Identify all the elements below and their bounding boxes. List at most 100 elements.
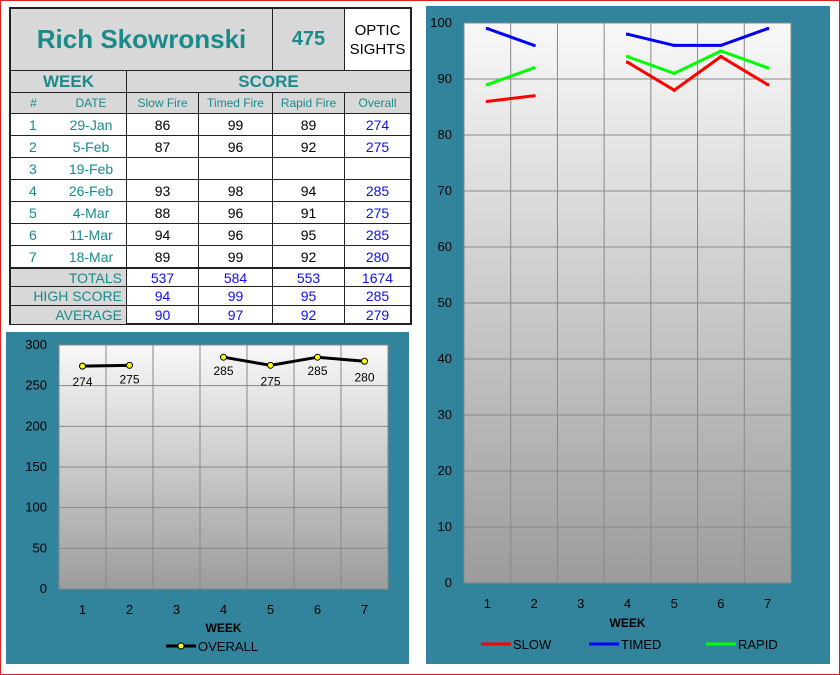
series-line-timed — [627, 27, 769, 47]
x-tick-label: 5 — [267, 602, 274, 617]
summary-overall: 1674 — [361, 269, 394, 286]
row-date: 29-Jan — [56, 114, 127, 135]
y-tick-label: 50 — [33, 540, 47, 555]
data-point — [220, 353, 227, 361]
data-point — [719, 49, 723, 53]
summary-row: HIGH SCORE 94 99 95 285 — [11, 287, 410, 306]
data-point — [719, 43, 723, 47]
table-row: 5 4-Mar 88 96 91 275 — [11, 202, 410, 224]
data-point — [766, 66, 770, 70]
row-timed: 98 — [199, 180, 273, 201]
data-label: 285 — [307, 364, 327, 378]
data-point — [719, 55, 723, 59]
x-tick-label: 7 — [361, 602, 368, 617]
col-header-slow: Slow Fire — [127, 93, 199, 113]
row-timed: 99 — [199, 114, 273, 135]
col-header-timed: Timed Fire — [199, 93, 273, 113]
row-timed: 99 — [199, 246, 273, 267]
row-date: 4-Mar — [56, 202, 127, 223]
row-overall: 285 — [365, 226, 390, 243]
data-point — [532, 94, 536, 98]
data-point — [485, 27, 489, 31]
week-header: WEEK — [11, 71, 127, 92]
data-point — [361, 357, 368, 365]
data-point — [532, 43, 536, 47]
legend-label-slow: SLOW — [513, 637, 552, 652]
y-tick-label: 90 — [438, 71, 452, 86]
x-tick-label: 2 — [126, 602, 133, 617]
table-row: 7 18-Mar 89 99 92 280 — [11, 246, 410, 268]
row-timed — [199, 158, 273, 179]
row-rapid: 95 — [273, 224, 345, 245]
row-date: 5-Feb — [56, 136, 127, 157]
summary-timed: 97 — [199, 306, 273, 324]
stage-chart-panel: 0 10 20 30 40 50 60 70 80 90 100 1 2 3 4 5 6 7 WEEK SLOW TIM… — [426, 6, 830, 664]
x-tick-label: 4 — [220, 602, 227, 617]
data-label: 275 — [260, 374, 280, 388]
summary-rapid: 92 — [273, 306, 345, 324]
title-row: Rich Skowronski 475 OPTIC SIGHTS — [11, 9, 410, 71]
legend-label-overall: OVERALL — [198, 639, 258, 654]
row-overall — [345, 158, 410, 179]
x-tick-label: 1 — [79, 602, 86, 617]
summary-overall: 285 — [365, 288, 390, 304]
series-line-slow — [487, 94, 535, 103]
x-tick-label: 1 — [484, 596, 491, 611]
row-date: 19-Feb — [56, 158, 127, 179]
row-rapid: 89 — [273, 114, 345, 135]
legend-label-rapid: RAPID — [738, 637, 778, 652]
data-point — [126, 361, 133, 369]
series-line-slow — [626, 54, 769, 92]
shooter-number: 475 — [273, 9, 345, 70]
row-num: 1 — [29, 116, 37, 133]
data-label: 280 — [354, 370, 374, 384]
x-tick-label: 3 — [173, 602, 180, 617]
series-line-timed — [486, 27, 535, 47]
overall-chart: 0 50 100 150 200 250 300 1 2 3 4 5 6 7 WEEK 274 275 285 27… — [25, 337, 389, 654]
row-overall: 275 — [365, 138, 390, 155]
sights-line-1: OPTIC — [354, 21, 401, 39]
summary-row: AVERAGE 90 97 92 279 — [11, 306, 410, 325]
data-label: 285 — [213, 364, 233, 378]
y-tick-label: 20 — [438, 463, 452, 478]
row-num: 5 — [29, 204, 37, 221]
x-tick-label: 7 — [764, 596, 771, 611]
row-overall: 285 — [365, 182, 390, 199]
data-point — [626, 60, 629, 64]
y-tick-label: 10 — [438, 519, 452, 534]
row-slow: 86 — [127, 114, 199, 135]
col-header-rapid: Rapid Fire — [273, 93, 345, 113]
data-point — [79, 362, 86, 370]
data-point — [267, 361, 274, 369]
row-date: 26-Feb — [56, 180, 127, 201]
y-tick-label: 100 — [430, 15, 452, 30]
row-rapid: 92 — [273, 136, 345, 157]
summary-rapid: 95 — [273, 287, 345, 305]
row-num: 2 — [29, 138, 37, 155]
x-tick-label: 2 — [530, 596, 537, 611]
y-tick-label: 200 — [25, 418, 47, 433]
x-tick-label: 6 — [717, 596, 724, 611]
y-tick-label: 60 — [438, 239, 452, 254]
row-overall: 275 — [365, 204, 390, 221]
row-rapid: 92 — [273, 246, 345, 267]
y-tick-label: 70 — [438, 183, 452, 198]
summary-slow: 537 — [127, 269, 199, 286]
row-num: 7 — [29, 248, 37, 265]
stage-chart: 0 10 20 30 40 50 60 70 80 90 100 1 2 3 4 5 6 7 WEEK SLOW TIM… — [430, 15, 792, 652]
y-tick-label: 40 — [438, 351, 452, 366]
series-line-rapid — [486, 66, 535, 87]
data-label: 275 — [119, 372, 139, 386]
score-table: Rich Skowronski 475 OPTIC SIGHTS WEEK SC… — [9, 7, 412, 325]
legend-marker — [177, 642, 185, 650]
group-header-row: WEEK SCORE — [11, 71, 410, 93]
table-row: 1 29-Jan 86 99 89 274 — [11, 114, 410, 136]
row-num: 4 — [29, 182, 37, 199]
table-row: 6 11-Mar 94 96 95 285 — [11, 224, 410, 246]
summary-timed: 99 — [199, 287, 273, 305]
x-axis-label: WEEK — [206, 621, 242, 635]
table-row: 2 5-Feb 87 96 92 275 — [11, 136, 410, 158]
y-tick-label: 80 — [438, 127, 452, 142]
shooter-name: Rich Skowronski — [11, 9, 273, 70]
col-header-date: DATE — [56, 93, 127, 113]
